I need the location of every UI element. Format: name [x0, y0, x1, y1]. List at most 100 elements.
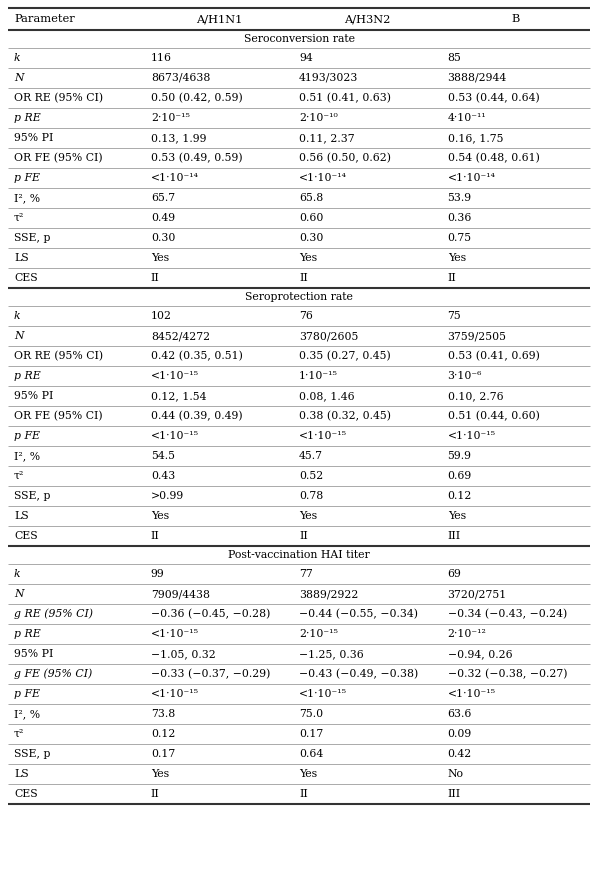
Text: 7909/4438: 7909/4438 — [151, 589, 210, 599]
Text: <1·10⁻¹⁵: <1·10⁻¹⁵ — [151, 629, 199, 639]
Text: k: k — [14, 569, 20, 579]
Text: LS: LS — [14, 253, 29, 263]
Text: I², %: I², % — [14, 709, 40, 719]
Text: I², %: I², % — [14, 451, 40, 461]
Text: 0.16, 1.75: 0.16, 1.75 — [447, 133, 503, 143]
Text: 102: 102 — [151, 311, 172, 321]
Text: <1·10⁻¹⁵: <1·10⁻¹⁵ — [299, 689, 347, 699]
Text: OR FE (95% CI): OR FE (95% CI) — [14, 411, 103, 421]
Text: τ²: τ² — [14, 213, 25, 223]
Text: 75.0: 75.0 — [299, 709, 324, 719]
Text: 116: 116 — [151, 53, 172, 63]
Text: 2·10⁻¹⁵: 2·10⁻¹⁵ — [299, 629, 338, 639]
Text: II: II — [299, 531, 308, 541]
Text: 3888/2944: 3888/2944 — [447, 73, 507, 83]
Text: II: II — [299, 789, 308, 799]
Text: Parameter: Parameter — [14, 14, 75, 24]
Text: No: No — [447, 769, 463, 779]
Text: 95% PI: 95% PI — [14, 649, 53, 659]
Text: 45.7: 45.7 — [299, 451, 323, 461]
Text: 0.35 (0.27, 0.45): 0.35 (0.27, 0.45) — [299, 351, 391, 361]
Text: Yes: Yes — [151, 769, 169, 779]
Text: 0.17: 0.17 — [151, 749, 175, 759]
Text: <1·10⁻¹⁵: <1·10⁻¹⁵ — [151, 371, 199, 381]
Text: <1·10⁻¹⁴: <1·10⁻¹⁴ — [299, 173, 347, 183]
Text: II: II — [299, 273, 308, 283]
Text: I², %: I², % — [14, 193, 40, 203]
Text: 95% PI: 95% PI — [14, 133, 53, 143]
Text: g FE (95% CI): g FE (95% CI) — [14, 669, 92, 679]
Text: <1·10⁻¹⁵: <1·10⁻¹⁵ — [151, 689, 199, 699]
Text: SSE, p: SSE, p — [14, 749, 50, 759]
Text: SSE, p: SSE, p — [14, 233, 50, 243]
Text: 8452/4272: 8452/4272 — [151, 331, 210, 341]
Text: LS: LS — [14, 769, 29, 779]
Text: 0.53 (0.44, 0.64): 0.53 (0.44, 0.64) — [447, 92, 539, 103]
Text: 59.9: 59.9 — [447, 451, 472, 461]
Text: 95% PI: 95% PI — [14, 391, 53, 401]
Text: 0.51 (0.44, 0.60): 0.51 (0.44, 0.60) — [447, 411, 539, 421]
Text: 0.11, 2.37: 0.11, 2.37 — [299, 133, 355, 143]
Text: OR FE (95% CI): OR FE (95% CI) — [14, 153, 103, 163]
Text: 0.43: 0.43 — [151, 471, 175, 481]
Text: Yes: Yes — [151, 253, 169, 263]
Text: p RE: p RE — [14, 629, 41, 639]
Text: III: III — [447, 789, 460, 799]
Text: 0.09: 0.09 — [447, 729, 472, 739]
Text: 0.56 (0.50, 0.62): 0.56 (0.50, 0.62) — [299, 153, 391, 163]
Text: 65.8: 65.8 — [299, 193, 324, 203]
Text: <1·10⁻¹⁵: <1·10⁻¹⁵ — [151, 431, 199, 441]
Text: −0.44 (−0.55, −0.34): −0.44 (−0.55, −0.34) — [299, 609, 418, 619]
Text: 69: 69 — [447, 569, 462, 579]
Text: 0.53 (0.41, 0.69): 0.53 (0.41, 0.69) — [447, 351, 539, 361]
Text: 3·10⁻⁶: 3·10⁻⁶ — [447, 371, 482, 381]
Text: Seroprotection rate: Seroprotection rate — [245, 292, 353, 302]
Text: 4·10⁻¹¹: 4·10⁻¹¹ — [447, 113, 486, 123]
Text: <1·10⁻¹⁴: <1·10⁻¹⁴ — [447, 173, 496, 183]
Text: 53.9: 53.9 — [447, 193, 472, 203]
Text: 3780/2605: 3780/2605 — [299, 331, 359, 341]
Text: <1·10⁻¹⁴: <1·10⁻¹⁴ — [151, 173, 199, 183]
Text: 8673/4638: 8673/4638 — [151, 73, 210, 83]
Text: 0.51 (0.41, 0.63): 0.51 (0.41, 0.63) — [299, 92, 391, 103]
Text: 0.30: 0.30 — [151, 233, 175, 243]
Text: g RE (95% CI): g RE (95% CI) — [14, 609, 93, 619]
Text: −0.34 (−0.43, −0.24): −0.34 (−0.43, −0.24) — [447, 609, 567, 619]
Text: 0.44 (0.39, 0.49): 0.44 (0.39, 0.49) — [151, 411, 242, 421]
Text: 75: 75 — [447, 311, 461, 321]
Text: −0.32 (−0.38, −0.27): −0.32 (−0.38, −0.27) — [447, 669, 567, 679]
Text: 0.12: 0.12 — [447, 491, 472, 501]
Text: Yes: Yes — [299, 769, 318, 779]
Text: 94: 94 — [299, 53, 313, 63]
Text: −1.05, 0.32: −1.05, 0.32 — [151, 649, 215, 659]
Text: p FE: p FE — [14, 689, 40, 699]
Text: <1·10⁻¹⁵: <1·10⁻¹⁵ — [299, 431, 347, 441]
Text: CES: CES — [14, 273, 38, 283]
Text: −0.94, 0.26: −0.94, 0.26 — [447, 649, 512, 659]
Text: 85: 85 — [447, 53, 462, 63]
Text: p FE: p FE — [14, 431, 40, 441]
Text: 0.42: 0.42 — [447, 749, 472, 759]
Text: τ²: τ² — [14, 729, 25, 739]
Text: A/H1N1: A/H1N1 — [196, 14, 242, 24]
Text: II: II — [151, 531, 160, 541]
Text: N: N — [14, 331, 23, 341]
Text: 4193/3023: 4193/3023 — [299, 73, 359, 83]
Text: <1·10⁻¹⁵: <1·10⁻¹⁵ — [447, 431, 496, 441]
Text: p RE: p RE — [14, 371, 41, 381]
Text: 76: 76 — [299, 311, 313, 321]
Text: k: k — [14, 53, 20, 63]
Text: N: N — [14, 589, 23, 599]
Text: 0.52: 0.52 — [299, 471, 324, 481]
Text: LS: LS — [14, 511, 29, 521]
Text: −0.43 (−0.49, −0.38): −0.43 (−0.49, −0.38) — [299, 669, 419, 679]
Text: 2·10⁻¹²: 2·10⁻¹² — [447, 629, 486, 639]
Text: 0.64: 0.64 — [299, 749, 324, 759]
Text: 0.17: 0.17 — [299, 729, 324, 739]
Text: SSE, p: SSE, p — [14, 491, 50, 501]
Text: 0.53 (0.49, 0.59): 0.53 (0.49, 0.59) — [151, 153, 242, 163]
Text: 0.69: 0.69 — [447, 471, 472, 481]
Text: 3720/2751: 3720/2751 — [447, 589, 507, 599]
Text: 65.7: 65.7 — [151, 193, 175, 203]
Text: Yes: Yes — [151, 511, 169, 521]
